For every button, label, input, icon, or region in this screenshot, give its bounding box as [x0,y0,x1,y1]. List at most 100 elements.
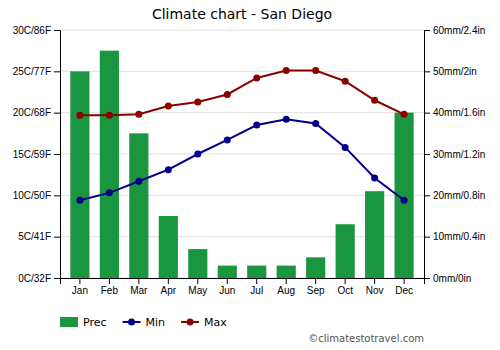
tick: 10C/50F [13,190,60,201]
axis-domain [61,279,425,285]
marks [70,51,413,278]
tick-label: 30C/86F [13,25,51,36]
tick-mark [424,71,430,72]
bar [306,257,325,278]
tick: 0C/32F [18,273,60,284]
tick: Jan [72,278,88,296]
tick-label: 30mm/1.2in [433,149,485,160]
bar [159,216,178,278]
legend-item: Prec [60,316,107,329]
tick-label: 20mm/0.8in [433,190,485,201]
tick: 10mm/0.4in [424,231,485,242]
tick-mark [138,278,139,284]
tick-mark [54,195,60,196]
bar [336,224,355,278]
axis-domain [54,31,61,279]
tick: 30C/86F [13,25,60,36]
bar-series [70,51,413,278]
tick-label: Apr [161,285,177,296]
point [253,122,260,129]
legend-swatch [60,317,78,327]
axis: 0C/32F5C/41F10C/50F15C/59F20C/68F25C/77F… [13,25,61,284]
tick-label: 50mm/2in [433,66,477,77]
tick-label: 20C/68F [13,107,51,118]
tick: Nov [366,278,384,296]
point [371,97,378,104]
tick-mark [54,154,60,155]
point [135,178,142,185]
tick-label: Dec [395,285,413,296]
tick-mark [424,154,430,155]
bar [365,191,384,278]
tick-label: May [188,285,207,296]
tick-mark [315,278,316,284]
line-series [76,67,407,119]
axis: Jan Feb Mar Apr May Jun Jul Aug Sep Oct Nov Dec [61,278,425,296]
legend-item: Min [123,316,166,329]
tick-mark [54,30,60,31]
tick-mark [54,71,60,72]
point [194,98,201,105]
point [371,174,378,181]
axis-domain [425,31,431,279]
point [283,67,290,74]
tick-label: Nov [366,285,384,296]
line [80,71,404,116]
point [342,144,349,151]
tick: Jul [250,278,263,296]
point [401,111,408,118]
point [76,112,83,119]
tick-label: Feb [101,285,119,296]
tick: 50mm/2in [424,66,477,77]
tick: Jun [219,278,235,296]
point [312,120,319,127]
tick: 5C/41F [18,231,60,242]
legend-label: Max [204,316,227,329]
bar [247,266,266,278]
point [224,136,231,143]
bar [70,71,89,278]
bar [277,266,296,278]
tick-label: Oct [337,285,353,296]
tick: Feb [101,278,119,296]
tick: Aug [277,278,295,296]
point [224,91,231,98]
bar [218,266,237,278]
point [106,189,113,196]
tick-mark [404,278,405,284]
tick-label: Jul [250,285,263,296]
point [253,74,260,81]
point [135,111,142,118]
legend-item: Max [181,316,227,329]
tick-mark [54,278,60,279]
line-series [76,116,407,204]
tick: Dec [395,278,413,296]
tick: Mar [130,278,148,296]
tick-mark [197,278,198,284]
line [80,119,404,200]
tick-label: 0C/32F [18,273,51,284]
tick-label: Aug [277,285,295,296]
tick: 40mm/1.6in [424,107,485,118]
tick: 15C/59F [13,149,60,160]
bar [100,51,119,278]
legend-marker [187,319,194,326]
tick-mark [54,237,60,238]
tick-mark [424,237,430,238]
plot: 0C/32F5C/41F10C/50F15C/59F20C/68F25C/77F… [13,25,486,296]
tick-mark [286,278,287,284]
tick-label: 40mm/1.6in [433,107,485,118]
tick-label: 15C/59F [13,149,51,160]
tick-label: Jan [72,285,88,296]
point [342,78,349,85]
tick-mark [54,113,60,114]
point [76,197,83,204]
tick: Oct [337,278,353,296]
tick-label: 10C/50F [13,190,51,201]
tick-label: Sep [307,285,325,296]
tick: May [188,278,207,296]
point [165,103,172,110]
bar [188,249,207,278]
tick: 20C/68F [13,107,60,118]
grid [60,30,424,278]
